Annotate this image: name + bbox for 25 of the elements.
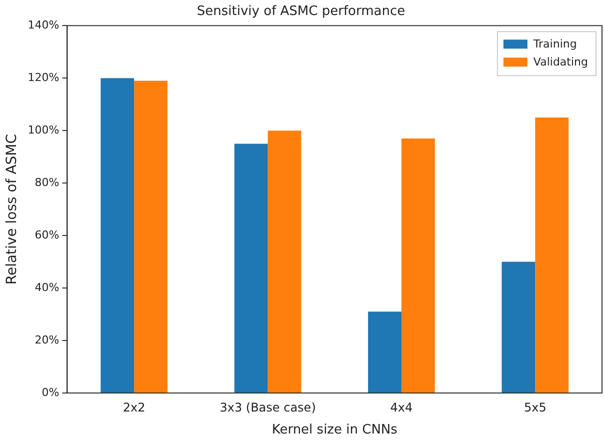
y-tick-label: 40% (34, 280, 60, 294)
y-tick-label: 20% (34, 333, 60, 346)
legend-label: Validating (533, 55, 588, 68)
bar (401, 138, 435, 392)
bar (368, 312, 402, 392)
legend-label: Training (532, 37, 577, 50)
y-tick-label: 60% (34, 228, 60, 242)
bar (502, 262, 536, 392)
bar (234, 144, 268, 392)
bar (535, 117, 569, 392)
y-tick-label: 140% (28, 18, 60, 32)
x-tick-label: 2x2 (122, 400, 146, 414)
bar (134, 80, 168, 392)
chart-title: Sensitiviy of ASMC performance (196, 4, 406, 20)
x-tick-label: 5x5 (524, 400, 546, 414)
y-tick-label: 0% (42, 386, 60, 399)
x-tick-label: 4x4 (390, 400, 413, 414)
y-tick-label: 120% (28, 70, 60, 84)
y-tick-label: 100% (28, 123, 60, 136)
bar (100, 78, 134, 392)
bar (268, 130, 302, 392)
y-axis-title: Relative loss of ASMC (4, 134, 20, 285)
x-tick-label: 3x3 (Base case) (220, 400, 316, 414)
y-tick-label: 80% (34, 176, 60, 189)
x-axis-title: Kernel size in CNNs (272, 422, 398, 438)
